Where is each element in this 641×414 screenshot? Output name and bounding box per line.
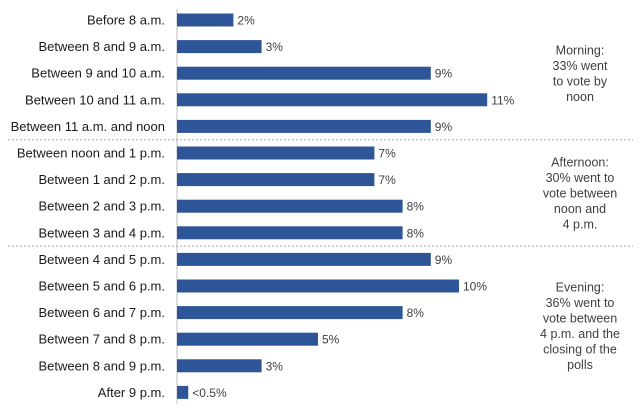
group-annotations: Morning: 33% went to vote by noon Afternoon:…: [540, 43, 620, 372]
bar: [177, 226, 403, 240]
bar: [177, 252, 431, 266]
value-label: 8%: [407, 306, 425, 320]
value-label: 3%: [266, 359, 284, 373]
bars: [177, 13, 488, 399]
category-label: Between noon and 1 p.m.: [17, 146, 165, 161]
group-annotation-line: Evening:: [556, 281, 605, 295]
category-label: Between 3 and 4 p.m.: [39, 225, 165, 240]
bar: [177, 93, 488, 107]
bar: [177, 66, 431, 80]
bar: [177, 279, 459, 293]
value-label: <0.5%: [192, 386, 227, 400]
group-annotation-line: 33% went: [553, 59, 608, 73]
category-labels: Before 8 a.m. Between 8 and 9 a.m. Between…: [11, 13, 165, 400]
value-label: 9%: [435, 67, 453, 81]
value-label: 2%: [237, 14, 255, 28]
value-label: 9%: [435, 253, 453, 267]
category-label: Between 7 and 8 p.m.: [39, 332, 165, 347]
value-label: 10%: [463, 280, 487, 294]
group-annotation-line: 4 p.m. and the: [540, 327, 620, 341]
value-label: 8%: [407, 200, 425, 214]
bar: [177, 13, 234, 27]
category-label: Between 1 and 2 p.m.: [39, 172, 165, 187]
bar: [177, 385, 189, 399]
value-label: 5%: [322, 333, 340, 347]
group-annotation-line: closing of the: [543, 343, 617, 357]
group-annotation: Afternoon: 30% went to vote between noon an…: [543, 155, 617, 231]
category-label: Between 9 and 10 a.m.: [31, 66, 165, 81]
group-annotation: Evening: 36% went to vote between 4 p.m. an…: [540, 281, 620, 373]
group-annotation-line: Afternoon:: [551, 155, 609, 169]
group-annotation-line: vote between: [543, 186, 617, 200]
group-annotation-line: Morning:: [556, 43, 605, 57]
group-annotation-line: to vote by: [553, 74, 608, 88]
category-label: Between 4 and 5 p.m.: [39, 252, 165, 267]
value-label: 9%: [435, 120, 453, 134]
category-label: Between 5 and 6 p.m.: [39, 279, 165, 294]
category-label: Before 8 a.m.: [87, 13, 165, 28]
group-annotation-line: noon and: [554, 202, 606, 216]
category-label: Between 8 and 9 p.m.: [39, 358, 165, 373]
value-label: 7%: [378, 173, 396, 187]
bar: [177, 40, 262, 54]
bar: [177, 173, 375, 187]
category-label: Between 6 and 7 p.m.: [39, 305, 165, 320]
value-label: 7%: [378, 147, 396, 161]
bar: [177, 146, 375, 160]
category-label: Between 8 and 9 a.m.: [39, 39, 165, 54]
value-label: 11%: [491, 93, 514, 107]
value-label: 8%: [407, 226, 425, 240]
category-label: Between 2 and 3 p.m.: [39, 199, 165, 214]
group-annotation-line: 4 p.m.: [563, 217, 598, 231]
bar: [177, 306, 403, 320]
category-label: After 9 p.m.: [98, 385, 165, 400]
bar: [177, 332, 318, 346]
value-labels: 2% 3% 9% 11% 9% 7% 7% 8% 8% 9% 10% 8% 5% 3% <0.5%: [192, 14, 514, 400]
group-annotation-line: 30% went to: [546, 171, 615, 185]
bar: [177, 359, 262, 373]
group-separators: [8, 139, 633, 247]
group-annotation: Morning: 33% went to vote by noon: [553, 43, 608, 103]
group-annotation-line: noon: [566, 90, 594, 104]
group-annotation-line: polls: [567, 358, 593, 372]
group-annotation-line: 36% went to: [546, 296, 615, 310]
bar: [177, 119, 431, 133]
category-label: Between 10 and 11 a.m.: [25, 92, 165, 107]
value-label: 3%: [266, 40, 284, 54]
category-label: Between 11 a.m. and noon: [11, 119, 165, 134]
group-annotation-line: vote between: [543, 312, 617, 326]
bar: [177, 199, 403, 213]
